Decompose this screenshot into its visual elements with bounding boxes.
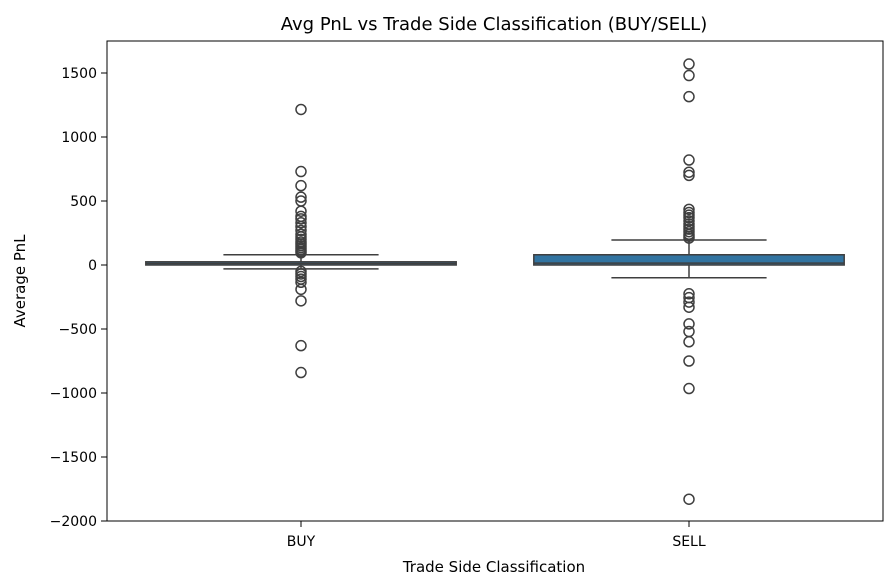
- outlier-point: [295, 179, 307, 192]
- outlier-point: [683, 382, 695, 395]
- y-tick-label: 0: [88, 258, 97, 274]
- y-tick-label: −500: [59, 322, 97, 338]
- plot-area: [106, 40, 884, 522]
- outlier-point: [295, 339, 307, 352]
- outlier-point: [295, 224, 307, 237]
- outlier-point: [683, 288, 695, 300]
- outlier-point: [295, 165, 307, 178]
- outlier-point: [683, 336, 695, 348]
- outlier-point: [295, 247, 307, 259]
- y-tick-label: 1500: [61, 66, 97, 82]
- outlier-point: [295, 283, 307, 296]
- outlier-point: [683, 154, 695, 166]
- y-tick-label: 500: [70, 194, 97, 210]
- x-tick-label: SELL: [672, 534, 706, 550]
- outlier-point: [683, 318, 695, 330]
- iqr-box: [533, 254, 845, 266]
- x-axis-label: Trade Side Classification: [402, 558, 585, 576]
- outlier-point: [295, 103, 307, 116]
- outlier-point: [683, 301, 695, 313]
- outlier-point: [295, 213, 307, 225]
- outlier-point: [295, 205, 307, 217]
- plot-frame: [106, 40, 884, 522]
- y-axis-label: Average PnL: [11, 234, 29, 328]
- outlier-point: [683, 355, 695, 367]
- box-group-sell: [533, 58, 845, 505]
- outlier-point: [683, 169, 695, 182]
- x-axis: BUY SELL: [287, 521, 706, 550]
- box-group-buy: [145, 103, 457, 379]
- outlier-point: [295, 295, 307, 307]
- outlier-point: [683, 232, 695, 244]
- outlier-point: [295, 217, 307, 229]
- y-tick-label: 1000: [61, 130, 97, 146]
- outlier-point: [683, 90, 695, 103]
- y-tick-label: −1000: [50, 386, 97, 402]
- outlier-point: [683, 296, 695, 308]
- outlier-point: [295, 366, 307, 379]
- outlier-point: [683, 493, 695, 505]
- outlier-point: [295, 191, 307, 203]
- y-tick-label: −1500: [50, 450, 97, 466]
- y-tick-label: −2000: [50, 514, 97, 530]
- outlier-point: [683, 166, 695, 178]
- outlier-point: [295, 276, 307, 289]
- chart-title: Avg PnL vs Trade Side Classification (BU…: [281, 14, 707, 35]
- x-tick-label: BUY: [287, 534, 316, 550]
- y-axis: 1500 1000 500 0 −500 −1000 −1500 −2000: [50, 66, 107, 530]
- outlier-point: [683, 203, 695, 216]
- outlier-point: [683, 211, 695, 224]
- outlier-point: [683, 58, 695, 70]
- outlier-point: [683, 69, 695, 82]
- outlier-point: [683, 215, 695, 227]
